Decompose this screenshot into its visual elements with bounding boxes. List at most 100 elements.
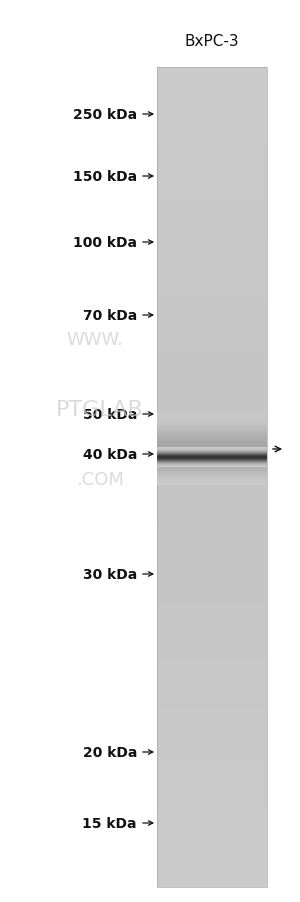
Bar <box>157 862 267 866</box>
Bar <box>157 666 267 669</box>
Bar <box>157 207 267 210</box>
Bar <box>157 330 267 333</box>
Bar <box>157 314 267 317</box>
Bar <box>157 833 267 835</box>
Bar <box>157 317 267 319</box>
Bar <box>157 109 267 112</box>
Text: 150 kDa: 150 kDa <box>73 170 137 184</box>
Bar <box>157 404 267 407</box>
Bar <box>157 384 267 388</box>
Bar <box>157 753 267 757</box>
Bar <box>157 726 267 729</box>
Bar <box>157 376 267 380</box>
Bar <box>157 308 267 311</box>
Bar <box>157 147 267 151</box>
Bar <box>157 163 267 167</box>
Bar <box>157 546 267 549</box>
Bar <box>157 620 267 622</box>
Bar <box>157 303 267 306</box>
Bar <box>157 761 267 765</box>
Bar <box>157 177 267 180</box>
Bar <box>157 846 267 850</box>
Bar <box>157 647 267 650</box>
Bar <box>157 527 267 529</box>
Bar <box>157 357 267 361</box>
Bar <box>157 68 267 887</box>
Bar <box>157 729 267 732</box>
Bar <box>157 447 267 451</box>
Text: 40 kDa: 40 kDa <box>82 447 137 462</box>
Bar <box>157 104 267 106</box>
Bar <box>157 827 267 830</box>
Bar <box>157 267 267 271</box>
Bar <box>157 142 267 145</box>
Bar <box>157 387 267 391</box>
Bar <box>157 194 267 197</box>
Bar <box>157 581 267 584</box>
Bar <box>157 256 267 260</box>
Bar <box>157 704 267 707</box>
Bar <box>157 710 267 713</box>
Bar <box>157 300 267 303</box>
Bar <box>157 881 267 885</box>
Bar <box>157 319 267 322</box>
Bar <box>157 259 267 262</box>
Bar <box>157 791 267 795</box>
Bar <box>157 663 267 667</box>
Bar <box>157 197 267 199</box>
Bar <box>157 469 267 473</box>
Bar <box>157 589 267 593</box>
Bar <box>157 90 267 93</box>
Bar <box>157 595 267 598</box>
Bar <box>157 732 267 734</box>
Bar <box>157 407 267 410</box>
Bar <box>157 210 267 213</box>
Bar <box>157 150 267 153</box>
Bar <box>157 687 267 691</box>
Bar <box>157 655 267 658</box>
Bar <box>157 188 267 191</box>
Bar <box>157 437 267 440</box>
Bar <box>157 283 267 287</box>
Bar <box>157 237 267 241</box>
Bar <box>157 780 267 784</box>
Bar <box>157 84 267 87</box>
Bar <box>157 843 267 847</box>
Bar <box>157 298 267 300</box>
Bar <box>157 488 267 492</box>
Bar <box>157 803 267 805</box>
Bar <box>157 262 267 265</box>
Bar <box>157 73 267 77</box>
Bar <box>157 740 267 743</box>
Bar <box>157 68 267 71</box>
Bar <box>157 382 267 385</box>
Bar <box>157 81 267 85</box>
Bar <box>157 431 267 434</box>
Bar <box>157 814 267 816</box>
Bar <box>157 179 267 183</box>
Bar <box>157 764 267 768</box>
Bar <box>157 685 267 688</box>
Bar <box>157 144 267 148</box>
Bar <box>157 292 267 295</box>
Bar <box>157 117 267 120</box>
Bar <box>157 649 267 653</box>
Bar <box>157 865 267 869</box>
Bar <box>157 399 267 401</box>
Bar <box>157 125 267 128</box>
Bar <box>157 346 267 350</box>
Bar <box>157 472 267 475</box>
Bar <box>157 737 267 740</box>
Bar <box>157 401 267 404</box>
Bar <box>157 123 267 125</box>
Bar <box>157 636 267 639</box>
Bar <box>157 775 267 778</box>
Bar <box>157 240 267 244</box>
Bar <box>157 769 267 773</box>
Bar <box>157 707 267 710</box>
Bar <box>157 281 267 284</box>
Bar <box>157 275 267 279</box>
Bar <box>157 365 267 369</box>
Bar <box>157 253 267 257</box>
Bar <box>157 876 267 879</box>
